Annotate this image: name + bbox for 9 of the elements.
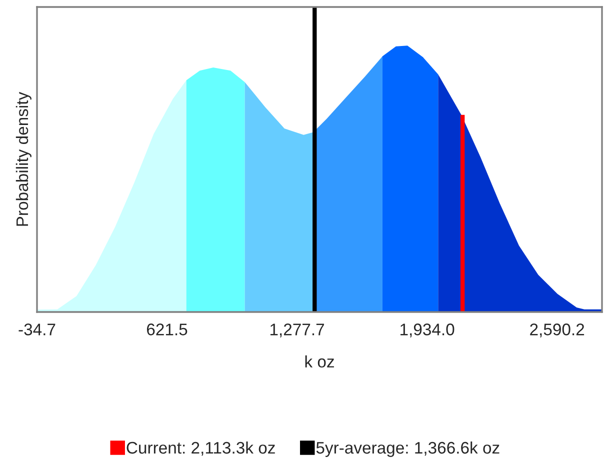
x-tick-label: -34.7 — [18, 324, 56, 336]
x-tick-label: 621.5 — [147, 324, 188, 336]
legend-label: Current: 2,113.3k oz — [126, 441, 275, 456]
x-tick-label: 2,590.2 — [530, 324, 584, 338]
y-axis-title: Probability density — [16, 92, 32, 226]
x-tick-label: 1,277.7 — [270, 324, 324, 338]
legend-label: 5yr-average: 1,366.6k oz — [316, 441, 500, 457]
x-axis-title: k oz — [305, 355, 334, 368]
x-tick-label: 1,934.0 — [400, 324, 454, 338]
